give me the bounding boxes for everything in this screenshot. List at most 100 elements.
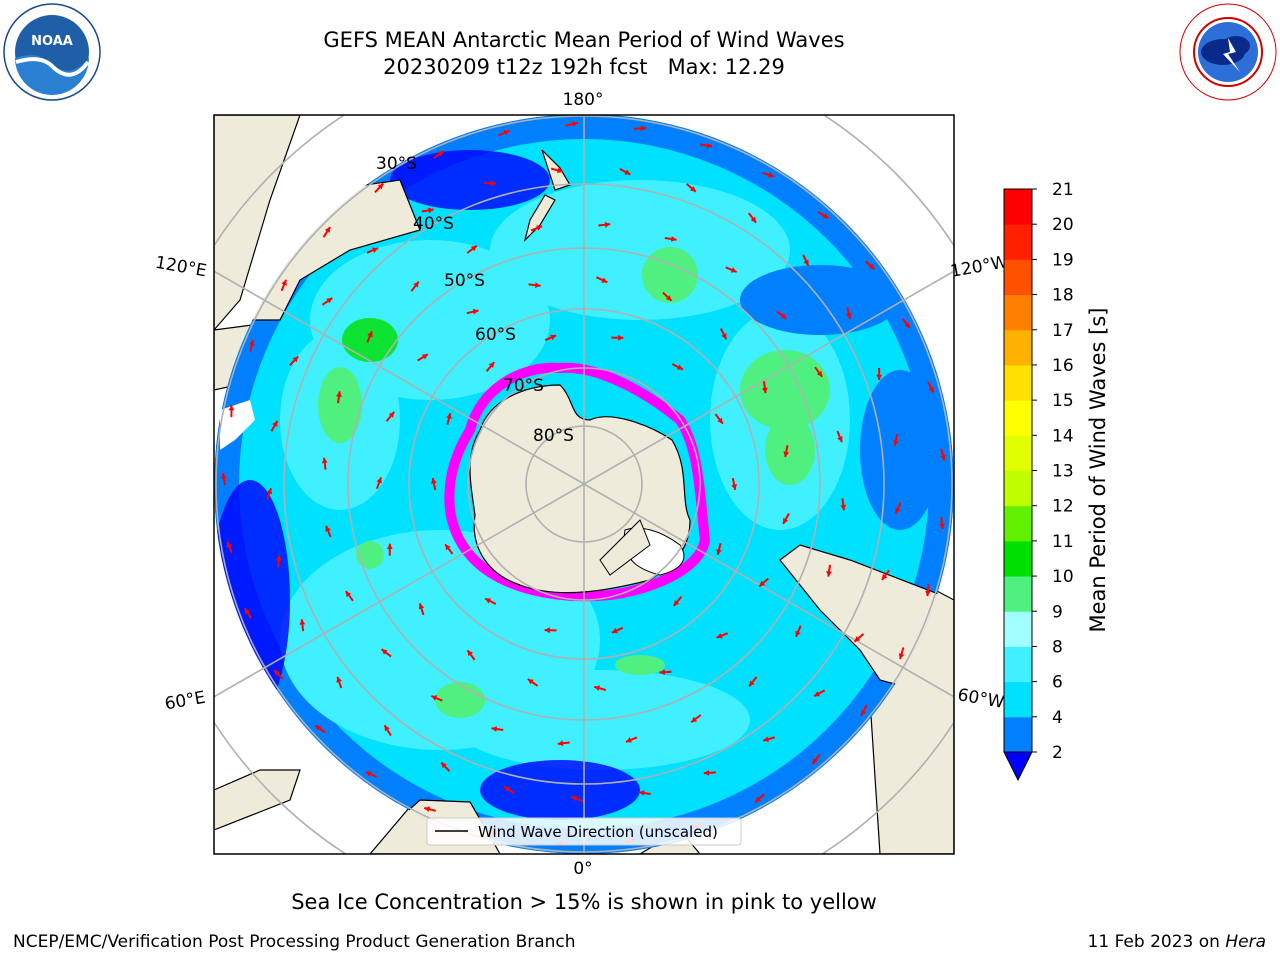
map-frame [213, 114, 955, 855]
wind-wave-arrow [321, 457, 328, 470]
lat-label-50s: 50°S [444, 271, 485, 291]
colorbar-segment [1004, 189, 1032, 225]
wind-wave-arrow [557, 740, 570, 747]
wind-wave-arrow [725, 266, 738, 273]
wind-wave-arrow [700, 142, 713, 149]
wind-wave-arrow [611, 626, 624, 634]
wind-wave-arrow [565, 121, 578, 127]
wind-wave-arrow [484, 597, 497, 605]
wind-wave-arrow [813, 689, 826, 697]
wind-wave-arrow [299, 619, 306, 632]
wind-wave-arrow [550, 167, 564, 174]
wind-wave-arrow [228, 405, 235, 418]
wind-wave-arrow [249, 339, 255, 352]
footer-date-text: 11 Feb 2023 on [1087, 932, 1220, 952]
wind-wave-arrow [664, 236, 677, 242]
lon-label-120e: 120°E [154, 253, 208, 282]
wind-wave-arrow [380, 648, 392, 658]
wind-wave-arrow [417, 353, 429, 362]
wind-wave-arrow [570, 795, 583, 803]
wind-wave-arrow [433, 150, 445, 159]
wind-wave-arrow [466, 308, 479, 315]
colorbar-tick-label: 17 [1052, 321, 1074, 341]
wind-wave-arrow [719, 328, 728, 340]
wind-wave-arrow [485, 361, 496, 372]
colorbar-tick-label: 20 [1052, 215, 1074, 235]
wind-wave-arrow [846, 307, 852, 320]
footer-date: 11 Feb 2023 on Hera [1088, 932, 1266, 952]
colorbar-label: Mean Period of Wind Waves [s] [1086, 308, 1110, 633]
lon-label-60w: 60°W [956, 685, 1006, 713]
wind-wave-arrow [440, 761, 451, 772]
wind-wave-arrow [423, 806, 437, 812]
wind-wave-arrow [530, 225, 543, 232]
wind-wave-arrow [619, 168, 631, 176]
wind-wave-arrow [336, 391, 342, 404]
wind-wave-arrow [811, 753, 821, 765]
wind-wave-arrow [325, 525, 332, 538]
map-legend: Wind Wave Direction (unscaled) [426, 817, 742, 846]
nws-logo [1179, 3, 1277, 101]
wind-wave-arrow [289, 355, 299, 366]
wind-wave-arrow [270, 420, 279, 432]
colorbar-under-arrow [1003, 751, 1033, 782]
colorbar-tick-label: 2 [1052, 743, 1063, 763]
wind-wave-arrow [221, 473, 227, 486]
wind-wave-arrow [864, 260, 876, 271]
wind-wave-arrow [795, 625, 802, 638]
wind-wave-arrow [939, 517, 945, 530]
wind-wave-arrow [625, 736, 638, 743]
wind-wave-arrow [365, 770, 378, 778]
colorbar-tick-label: 13 [1052, 462, 1074, 482]
colorbar-segment [1004, 364, 1032, 401]
wind-wave-arrow [598, 221, 611, 228]
wind-wave-arrow [383, 724, 392, 737]
colorbar-tick-label: 15 [1052, 391, 1074, 411]
wind-wave-arrow [366, 330, 373, 343]
wind-wave-arrow [940, 448, 946, 461]
wind-wave-arrow [484, 180, 497, 187]
wind-wave-arrow [314, 724, 326, 734]
wind-wave-arrow [375, 477, 383, 490]
colorbar-segment [1004, 505, 1032, 542]
wind-wave-arrow [754, 793, 765, 803]
lat-label-40s: 40°S [413, 214, 454, 234]
noaa-logo: NOAA [3, 3, 101, 101]
wind-wave-arrow [243, 607, 253, 619]
wind-wave-arrow [817, 211, 830, 220]
colorbar-segment [1004, 400, 1032, 436]
wind-wave-arrow [497, 129, 510, 137]
sea-ice-note: Sea Ice Concentration > 15% is shown in … [291, 890, 877, 914]
wind-wave-arrow [686, 183, 697, 193]
colorbar-tick-label: 11 [1052, 532, 1074, 552]
colorbar-tick-label: 4 [1052, 708, 1063, 728]
wind-wave-arrow [431, 477, 437, 491]
wind-wave-arrow [595, 276, 608, 284]
wind-wave-arrow [593, 685, 607, 691]
wind-wave-arrow [762, 171, 775, 178]
colorbar-tick-label: 21 [1052, 180, 1074, 200]
lon-label-180: 180° [563, 90, 604, 110]
wind-wave-arrow [374, 182, 385, 193]
lat-label-80s: 80°S [533, 426, 574, 446]
colorbar-tick-label: 12 [1052, 497, 1074, 517]
wind-wave-arrow [410, 280, 420, 292]
wind-wave-arrow [528, 282, 541, 288]
wind-wave-arrow [344, 590, 354, 602]
wind-wave-arrow [611, 334, 624, 341]
wind-wave-arrow [446, 412, 452, 425]
legend-label: Wind Wave Direction (unscaled) [478, 823, 718, 841]
lon-label-60e: 60°E [163, 688, 207, 715]
wind-wave-arrow [703, 770, 716, 776]
wind-wave-arrow [421, 207, 434, 214]
noaa-logo-text: NOAA [31, 34, 73, 49]
colorbar-segment [1004, 716, 1032, 753]
chart-title: GEFS MEAN Antarctic Mean Period of Wind … [323, 28, 845, 52]
wind-wave-arrow [503, 785, 515, 795]
wind-wave-arrow [226, 541, 233, 554]
wind-wave-arrow [672, 596, 683, 607]
wind-wave-arrow [322, 226, 331, 238]
wind-wave-arrow [748, 212, 757, 224]
wind-wave-arrow [925, 584, 931, 597]
